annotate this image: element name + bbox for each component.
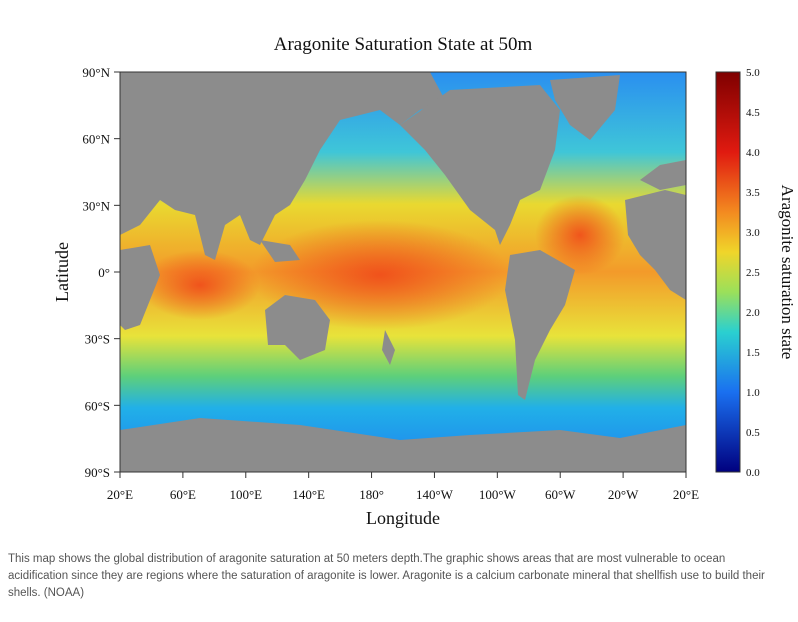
lat-tick-label: 60°N [82, 132, 110, 147]
lat-tick-label: 30°S [85, 332, 110, 347]
lat-tick-label: 90°S [85, 465, 110, 480]
colorbar-tick-label: 4.0 [746, 147, 760, 159]
lon-tick-label: 100°W [479, 487, 517, 502]
lon-tick-label: 20°W [608, 487, 639, 502]
lon-tick-label: 180° [359, 487, 384, 502]
colorbar-tick-label: 3.0 [746, 227, 760, 239]
colorbar-tick-label: 2.5 [746, 267, 760, 279]
lon-tick-label: 60°E [170, 487, 196, 502]
land [120, 72, 686, 472]
lat-tick-label: 60°S [85, 398, 110, 413]
lon-ticks: 20°E 60°E 100°E 140°E 180° 140°W 100°W 60°W 20°W… [107, 472, 699, 502]
lon-tick-label: 140°E [292, 487, 325, 502]
map-figure: Aragonite Saturation State at 50m 20°E 60… [52, 34, 797, 528]
lon-tick-label: 20°E [673, 487, 699, 502]
map-title: Aragonite Saturation State at 50m [274, 34, 533, 55]
y-axis-label: Latitude [52, 242, 72, 302]
lon-tick-label: 140°W [416, 487, 454, 502]
warm-region [140, 250, 260, 320]
colorbar-tick-label: 0.5 [746, 427, 760, 439]
lon-tick-label: 60°W [545, 487, 576, 502]
colorbar-tick-label: 4.5 [746, 107, 760, 119]
lat-ticks: 90°N 60°N 30°N 0° 30°S 60°S 90°S [82, 65, 120, 480]
colorbar-tick-label: 1.5 [746, 347, 760, 359]
colorbar-tick-label: 0.0 [746, 467, 760, 479]
lat-tick-label: 90°N [82, 65, 110, 80]
lon-tick-label: 20°E [107, 487, 133, 502]
colorbar-ticks: 5.0 4.5 4.0 3.5 3.0 2.5 2.0 1.5 1.0 0.5 0.0 [746, 67, 760, 479]
warm-region [535, 195, 625, 275]
colorbar-label: Aragonite saturation state [778, 185, 797, 360]
map-area [119, 71, 687, 473]
lat-tick-label: 0° [98, 265, 110, 280]
colorbar-tick-label: 5.0 [746, 67, 760, 79]
lat-tick-label: 30°N [82, 198, 110, 213]
x-axis-label: Longitude [366, 508, 440, 528]
colorbar-tick-label: 3.5 [746, 187, 760, 199]
colorbar [715, 71, 741, 473]
caption: This map shows the global distribution o… [8, 553, 765, 599]
colorbar-tick-label: 2.0 [746, 307, 760, 319]
colorbar-tick-label: 1.0 [746, 387, 760, 399]
lon-tick-label: 100°E [229, 487, 262, 502]
